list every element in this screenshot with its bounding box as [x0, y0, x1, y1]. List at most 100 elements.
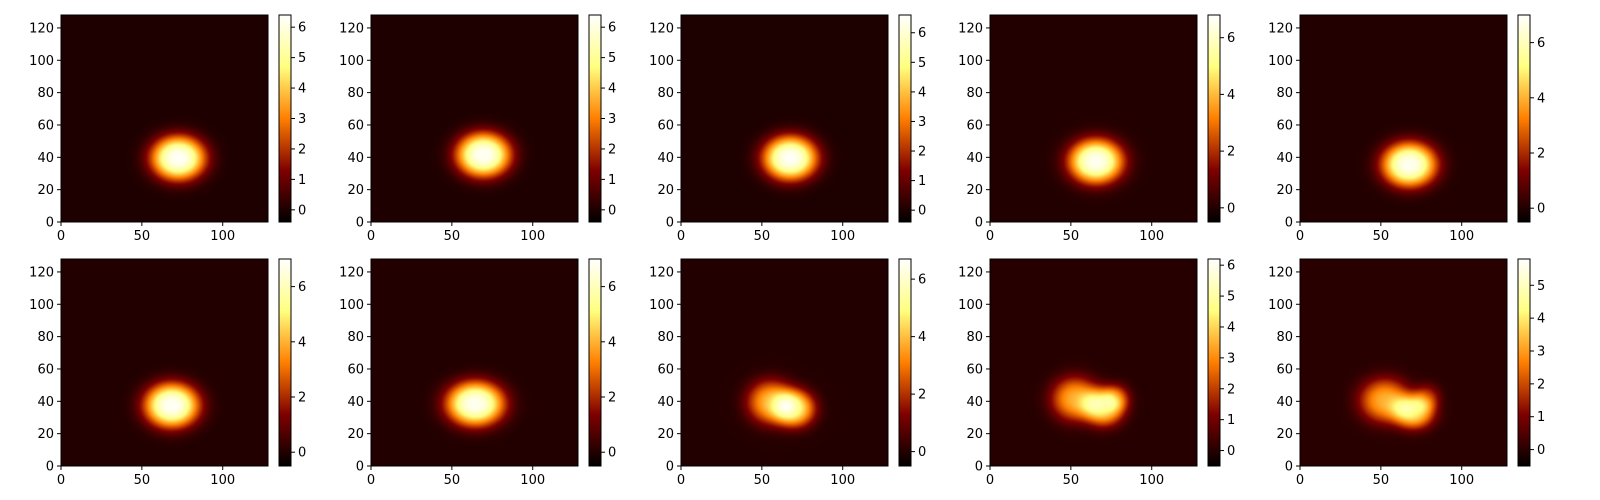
colorbar-tick-label: 4 — [1227, 88, 1235, 103]
x-tick-label: 100 — [830, 473, 855, 488]
colorbar-tick-label: 2 — [918, 145, 926, 160]
x-tick-label: 100 — [1449, 229, 1474, 244]
x-tick-label: 100 — [520, 229, 545, 244]
colorbar — [278, 14, 292, 223]
y-tick-label: 60 — [657, 362, 674, 377]
colorbar — [278, 258, 292, 467]
colorbar-tick-label: 2 — [298, 142, 306, 157]
y-tick-label: 60 — [37, 362, 54, 377]
x-tick-label: 50 — [1373, 473, 1390, 488]
heatmap-panel-1: 0 50 100 0 20 40 60 80 100 120 0 1 2 3 4 5 6 — [29, 14, 306, 244]
axes-frame — [370, 258, 579, 467]
colorbar-tick-label: 4 — [918, 330, 926, 345]
colorbar-tick-label: 0 — [1227, 444, 1235, 459]
y-tick-label: 40 — [347, 395, 364, 410]
colorbar-tick-label: 0 — [1537, 202, 1545, 217]
y-tick-label: 0 — [356, 216, 364, 231]
heatmap-image — [61, 15, 268, 222]
colorbar-tick-label: 6 — [918, 273, 926, 288]
y-tick-label: 120 — [29, 21, 54, 36]
colorbar-tick-label: 4 — [1537, 91, 1545, 106]
colorbar-tick-label: 0 — [1227, 201, 1235, 216]
y-tick-label: 100 — [958, 54, 983, 69]
x-tick-label: 0 — [57, 229, 65, 244]
y-tick-label: 40 — [347, 151, 364, 166]
heatmap-image — [61, 259, 268, 466]
y-tick-label: 20 — [37, 427, 54, 442]
colorbar-tick-label: 1 — [1537, 410, 1545, 425]
colorbar-tick-label: 3 — [1227, 351, 1235, 366]
colorbar-tick-label: 1 — [918, 174, 926, 189]
colorbar-tick-label: 3 — [918, 115, 926, 130]
x-tick-label: 50 — [1373, 229, 1390, 244]
y-tick-label: 100 — [339, 54, 364, 69]
colorbar-tick-label: 4 — [298, 335, 306, 350]
colorbar-tick-label: 5 — [298, 51, 306, 66]
y-tick-label: 0 — [46, 216, 54, 231]
heatmap-image — [371, 15, 578, 222]
colorbar-tick-label: 2 — [1227, 382, 1235, 397]
y-tick-label: 20 — [37, 183, 54, 198]
y-tick-label: 60 — [966, 118, 983, 133]
heatmap-image — [990, 15, 1197, 222]
colorbar — [1517, 258, 1531, 467]
heatmap-panel-6: 0 50 100 0 20 40 60 80 100 120 0 2 4 6 — [29, 258, 306, 488]
colorbar-tick-label: 0 — [608, 446, 616, 461]
heatmap-panel-3: 0 50 100 0 20 40 60 80 100 120 0 1 2 3 4 5 6 — [649, 14, 926, 244]
heatmap-image — [681, 259, 888, 466]
y-tick-label: 0 — [975, 460, 983, 475]
heatmap-image — [681, 15, 888, 222]
colorbar-tick-label: 4 — [1227, 320, 1235, 335]
y-tick-label: 40 — [37, 395, 54, 410]
x-tick-label: 0 — [367, 473, 375, 488]
y-tick-label: 120 — [1268, 265, 1293, 280]
colorbar-tick-label: 6 — [608, 21, 616, 36]
colorbar-tick-label: 5 — [1537, 279, 1545, 294]
y-tick-label: 60 — [657, 118, 674, 133]
colorbar-tick-label: 2 — [918, 388, 926, 403]
colorbar-tick-label: 6 — [608, 280, 616, 295]
y-tick-label: 60 — [1276, 362, 1293, 377]
colorbar-tick-label: 6 — [1537, 36, 1545, 51]
y-tick-label: 20 — [657, 183, 674, 198]
colorbar-tick-label: 0 — [918, 204, 926, 219]
colorbar — [1207, 14, 1221, 223]
x-tick-label: 100 — [1139, 473, 1164, 488]
y-tick-label: 80 — [37, 86, 54, 101]
x-tick-label: 0 — [1296, 473, 1304, 488]
colorbar-tick-label: 6 — [298, 280, 306, 295]
colorbar-tick-label: 5 — [1227, 290, 1235, 305]
y-tick-label: 40 — [966, 151, 983, 166]
axes-frame — [680, 14, 889, 223]
y-tick-label: 100 — [1268, 54, 1293, 69]
heatmap-image — [1300, 15, 1507, 222]
heatmap-panel-8: 0 50 100 0 20 40 60 80 100 120 0 2 4 6 — [649, 258, 926, 488]
colorbar — [588, 258, 602, 467]
x-tick-label: 100 — [210, 229, 235, 244]
y-tick-label: 40 — [657, 395, 674, 410]
axes-frame — [989, 258, 1198, 467]
colorbar-tick-label: 3 — [1537, 345, 1545, 360]
colorbar-tick-label: 2 — [1537, 147, 1545, 162]
y-tick-label: 0 — [666, 216, 674, 231]
x-tick-label: 50 — [1063, 229, 1080, 244]
x-tick-label: 100 — [210, 473, 235, 488]
y-tick-label: 80 — [966, 330, 983, 345]
colorbar-tick-label: 0 — [608, 203, 616, 218]
y-tick-label: 120 — [649, 265, 674, 280]
y-tick-label: 0 — [1285, 216, 1293, 231]
axes-frame — [60, 258, 269, 467]
x-tick-label: 100 — [520, 473, 545, 488]
heatmap-image — [371, 259, 578, 466]
x-tick-label: 0 — [1296, 229, 1304, 244]
heatmap-panel-4: 0 50 100 0 20 40 60 80 100 120 0 2 4 6 — [958, 14, 1235, 244]
colorbar-tick-label: 4 — [608, 82, 616, 97]
y-tick-label: 100 — [649, 298, 674, 313]
x-tick-label: 0 — [986, 229, 994, 244]
colorbar-tick-label: 2 — [608, 391, 616, 406]
y-tick-label: 60 — [347, 362, 364, 377]
y-tick-label: 20 — [347, 427, 364, 442]
y-tick-label: 120 — [1268, 21, 1293, 36]
y-tick-label: 20 — [1276, 427, 1293, 442]
x-tick-label: 50 — [444, 473, 461, 488]
